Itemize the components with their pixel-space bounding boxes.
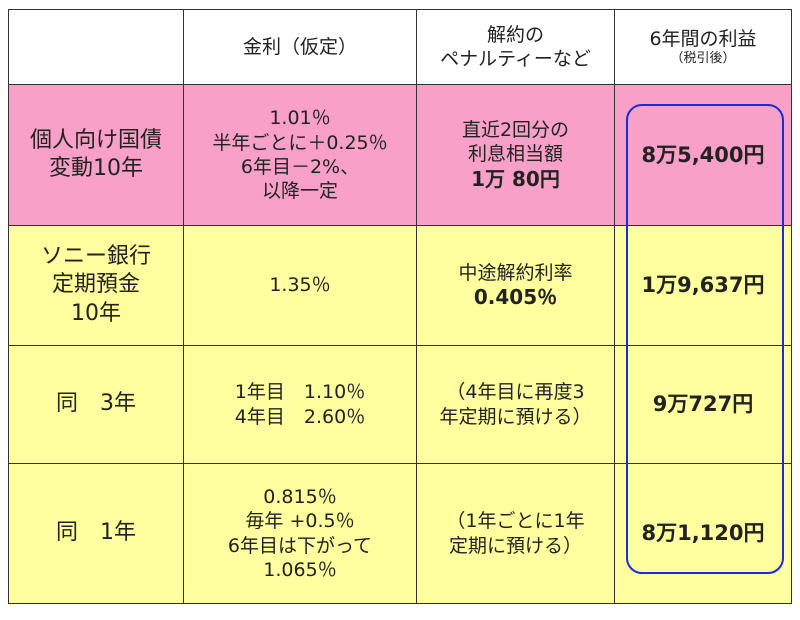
product-name-cell: 個人向け国債 変動10年 [8,84,184,226]
penalty-cell: （4年目に再度3 年定期に預ける） [416,345,615,464]
penalty-text: 直近2回分の [461,118,570,141]
profit-cell: 1万9,637円 [614,225,792,346]
profit-cell: 9万727円 [614,345,792,464]
profit-cell: 8万1,120円 [614,463,792,604]
comparison-table: 金利（仮定） 解約の ペナルティーなど 6年間の利益 （税引後） 個人向け国債 … [8,9,792,604]
profit-value: 8万5,400円 [641,142,765,167]
profit-value: 1万9,637円 [641,273,765,298]
penalty-amount: 1万 80円 [471,166,560,191]
table-row: ソニー銀行 定期預金 10年 1.35％ 中途解約利率 0.405％ 1万9,6… [8,225,792,346]
penalty-amount: 0.405％ [473,284,558,309]
header-profit: 6年間の利益 （税引後） [614,9,792,85]
table-row: 個人向け国債 変動10年 1.01％ 半年ごとに＋0.25％ 6年目－2%、 以… [8,84,792,226]
header-penalty-label-1: 解約の [486,23,544,46]
product-name-cell: 同 3年 [8,345,184,464]
profit-cell: 8万5,400円 [614,84,792,226]
penalty-text: （4年目に再度3 [446,381,585,404]
penalty-text: （1年ごとに1年 [446,510,585,533]
table-row: 同 3年 1年目 1.10％ 4年目 2.60％ （4年目に再度3 年定期に預け… [8,345,792,464]
penalty-text: 定期に預ける） [448,534,582,557]
rate-text: 4年目 2.60％ [234,405,366,428]
rate-cell: 1.35％ [183,225,417,346]
product-name: 同 3年 [56,391,136,417]
penalty-cell: （1年ごとに1年 定期に預ける） [416,463,615,604]
penalty-text: 年定期に預ける） [439,405,592,428]
rate-text: 以降一定 [261,180,338,203]
rate-text: 6年目－2%、 [240,156,360,178]
profit-value: 9万727円 [652,392,754,417]
product-name: 個人向け国債 [29,127,162,153]
table-row: 同 1年 0.815％ 毎年 +0.5％ 6年目は下がって 1.065％ （1年… [8,463,792,604]
product-name: 10年 [71,300,121,326]
product-name: ソニー銀行 [40,244,151,270]
header-empty-cell [8,9,184,85]
rate-text: 6年目は下がって [227,534,373,557]
rate-text: 1.35％ [269,274,331,297]
penalty-cell: 中途解約利率 0.405％ [416,225,615,346]
rate-cell: 1.01％ 半年ごとに＋0.25％ 6年目－2%、 以降一定 [183,84,417,226]
rate-cell: 0.815％ 毎年 +0.5％ 6年目は下がって 1.065％ [183,463,417,604]
rate-text: 毎年 +0.5％ [245,510,355,533]
header-row: 金利（仮定） 解約の ペナルティーなど 6年間の利益 （税引後） [8,9,792,85]
rate-text: 半年ごとに＋0.25％ [212,131,388,154]
rate-cell: 1年目 1.10％ 4年目 2.60％ [183,345,417,464]
header-rate-label: 金利（仮定） [242,35,357,58]
rate-text: 0.815％ [263,485,337,508]
header-penalty: 解約の ペナルティーなど [416,9,615,85]
product-name: 変動10年 [49,156,143,181]
penalty-cell: 直近2回分の 利息相当額 1万 80円 [416,84,615,226]
penalty-text: 中途解約利率 [458,261,573,284]
rate-text: 1.065％ [263,558,337,581]
header-penalty-label-2: ペナルティーなど [440,48,591,70]
product-name-cell: 同 1年 [8,463,184,604]
header-profit-note: （税引後） [670,50,736,66]
header-profit-label: 6年間の利益 [649,27,757,50]
profit-value: 8万1,120円 [641,521,765,546]
product-name: 定期預金 [51,272,140,298]
product-name: 同 1年 [56,520,136,546]
rate-text: 1年目 1.10％ [234,381,366,404]
header-rate: 金利（仮定） [183,9,417,85]
penalty-text: 利息相当額 [467,143,563,166]
rate-text: 1.01％ [269,107,331,130]
product-name-cell: ソニー銀行 定期預金 10年 [8,225,184,346]
